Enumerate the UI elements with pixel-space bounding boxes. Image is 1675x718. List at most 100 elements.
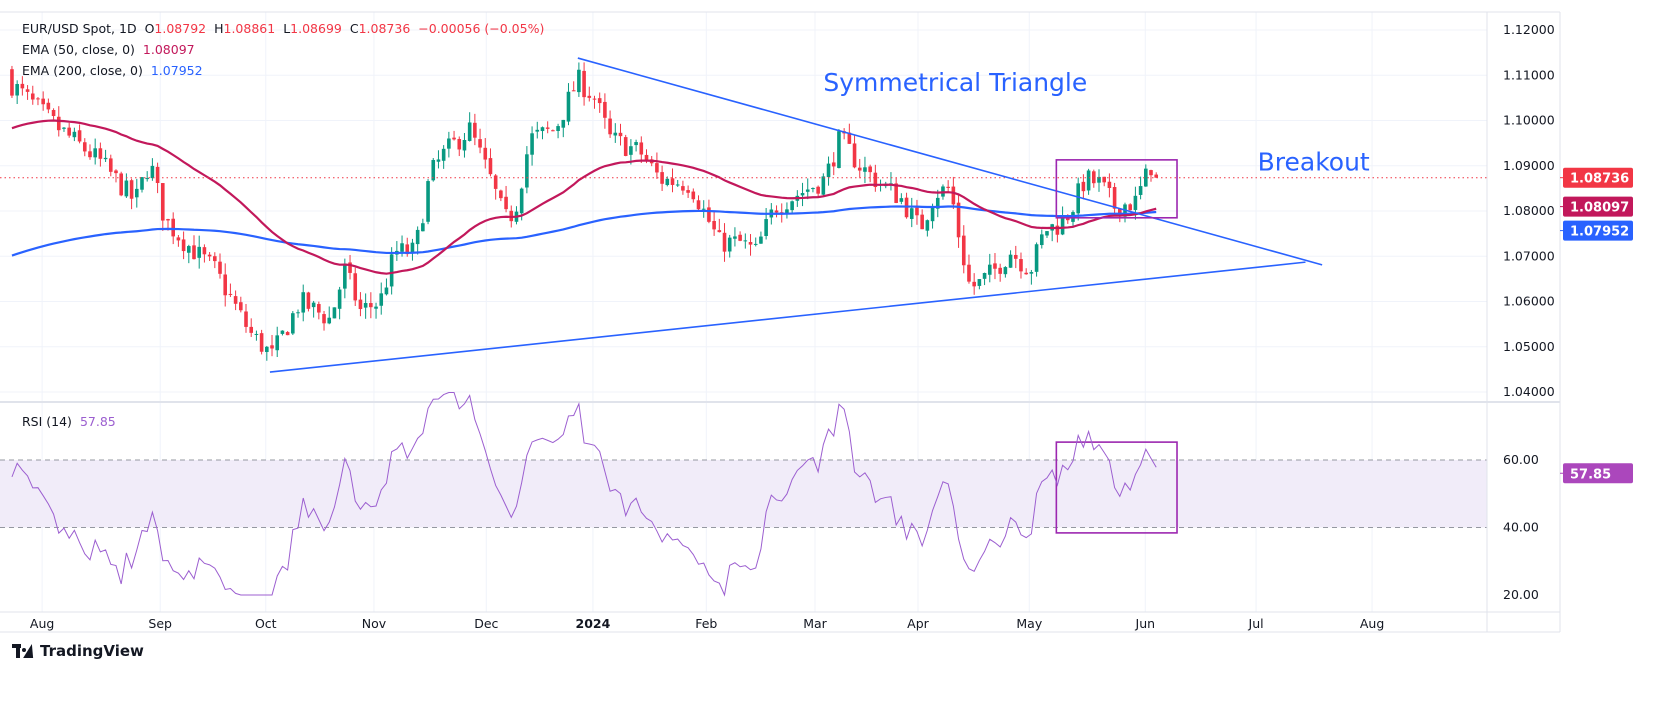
- price-tick-label: 1.07000: [1503, 248, 1555, 263]
- candle: [748, 234, 753, 256]
- candle-body: [748, 242, 753, 245]
- candle-body: [525, 154, 529, 188]
- candle: [696, 195, 701, 212]
- candle: [30, 85, 35, 105]
- candle: [317, 301, 321, 320]
- candle-body: [15, 84, 19, 96]
- candle-body: [951, 186, 956, 205]
- candle-body: [717, 230, 722, 233]
- candle: [228, 283, 233, 298]
- tradingview-logo[interactable]: TradingView: [12, 642, 144, 660]
- candle: [639, 136, 644, 164]
- candle: [275, 326, 280, 358]
- candle-body: [46, 102, 51, 110]
- candle: [447, 131, 451, 158]
- candle: [499, 189, 503, 202]
- candle-body: [821, 176, 826, 195]
- candle-body: [327, 317, 332, 324]
- candle-body: [82, 142, 87, 152]
- candle-body: [176, 237, 181, 241]
- candle: [478, 128, 482, 154]
- candle-body: [493, 175, 498, 189]
- candle-body: [134, 188, 139, 198]
- candle: [291, 311, 295, 336]
- candle: [982, 272, 987, 286]
- candle: [332, 307, 337, 319]
- candle: [421, 218, 425, 232]
- candle: [1039, 229, 1044, 249]
- candle: [587, 86, 592, 102]
- candle: [811, 187, 815, 193]
- candle-body: [119, 173, 123, 196]
- candle: [670, 168, 675, 193]
- rsi-legend[interactable]: RSI (14) 57.85: [22, 414, 120, 429]
- candle: [634, 139, 638, 152]
- candle-body: [233, 296, 238, 304]
- candle: [1144, 164, 1148, 187]
- candle: [551, 129, 555, 132]
- symbol-label: EUR/USD Spot, 1D: [22, 21, 137, 36]
- rsi-tick-label: 40.00: [1503, 520, 1539, 535]
- candle-body: [1013, 254, 1018, 259]
- candle-body: [1112, 187, 1117, 209]
- candle: [899, 193, 904, 205]
- candle: [535, 121, 540, 139]
- candle-body: [301, 292, 306, 313]
- candle-body: [317, 304, 321, 313]
- candle-body: [639, 142, 644, 155]
- candle: [530, 126, 534, 166]
- ohlc-legend: EUR/USD Spot, 1D O1.08792 H1.08861 L1.08…: [22, 21, 548, 36]
- candle: [301, 284, 306, 322]
- candle-body: [1065, 218, 1070, 221]
- low-value: 1.08699: [290, 21, 342, 36]
- candle-body: [202, 247, 207, 255]
- candle: [608, 110, 612, 138]
- candle-body: [1081, 181, 1086, 192]
- candle-body: [1086, 170, 1091, 191]
- candle: [987, 253, 992, 283]
- candle: [384, 278, 389, 296]
- candle: [379, 282, 384, 315]
- ema200-badge-label: 1.07952: [1570, 225, 1629, 240]
- candle: [701, 200, 706, 218]
- price-tick-label: 1.12000: [1503, 22, 1555, 37]
- candle-body: [785, 209, 789, 214]
- candle: [239, 296, 243, 313]
- candle: [1076, 177, 1080, 221]
- candle-body: [67, 127, 71, 136]
- candle: [296, 309, 300, 318]
- candle: [462, 132, 467, 158]
- candle-body: [389, 254, 394, 287]
- candle-body: [972, 281, 976, 287]
- candle: [77, 124, 82, 144]
- candle: [358, 292, 363, 317]
- candle-body: [10, 69, 14, 96]
- ema50-badge: 1.08097: [1560, 196, 1633, 217]
- candle-body: [20, 83, 25, 89]
- candle: [426, 179, 430, 225]
- candle-body: [41, 98, 45, 105]
- candle-body: [473, 122, 477, 138]
- candle: [197, 235, 202, 269]
- candle: [857, 158, 862, 179]
- candle-body: [623, 137, 628, 156]
- candle-body: [332, 307, 337, 319]
- candle: [244, 303, 248, 333]
- candle: [259, 329, 264, 355]
- candle: [894, 177, 898, 204]
- candle-body: [452, 137, 456, 140]
- ema200-legend[interactable]: EMA (200, close, 0) 1.07952: [22, 63, 207, 78]
- candle-body: [998, 267, 1002, 274]
- candle-body: [1138, 186, 1143, 195]
- candle-body: [686, 190, 690, 193]
- close-label: C: [349, 21, 359, 36]
- ema50-legend[interactable]: EMA (50, close, 0) 1.08097: [22, 42, 199, 57]
- candle: [353, 267, 358, 307]
- candle-body: [1029, 272, 1034, 274]
- candle: [785, 202, 789, 219]
- candle: [545, 121, 550, 134]
- candle: [1034, 242, 1039, 277]
- ema200-value: 1.07952: [150, 63, 203, 78]
- candle: [655, 152, 659, 179]
